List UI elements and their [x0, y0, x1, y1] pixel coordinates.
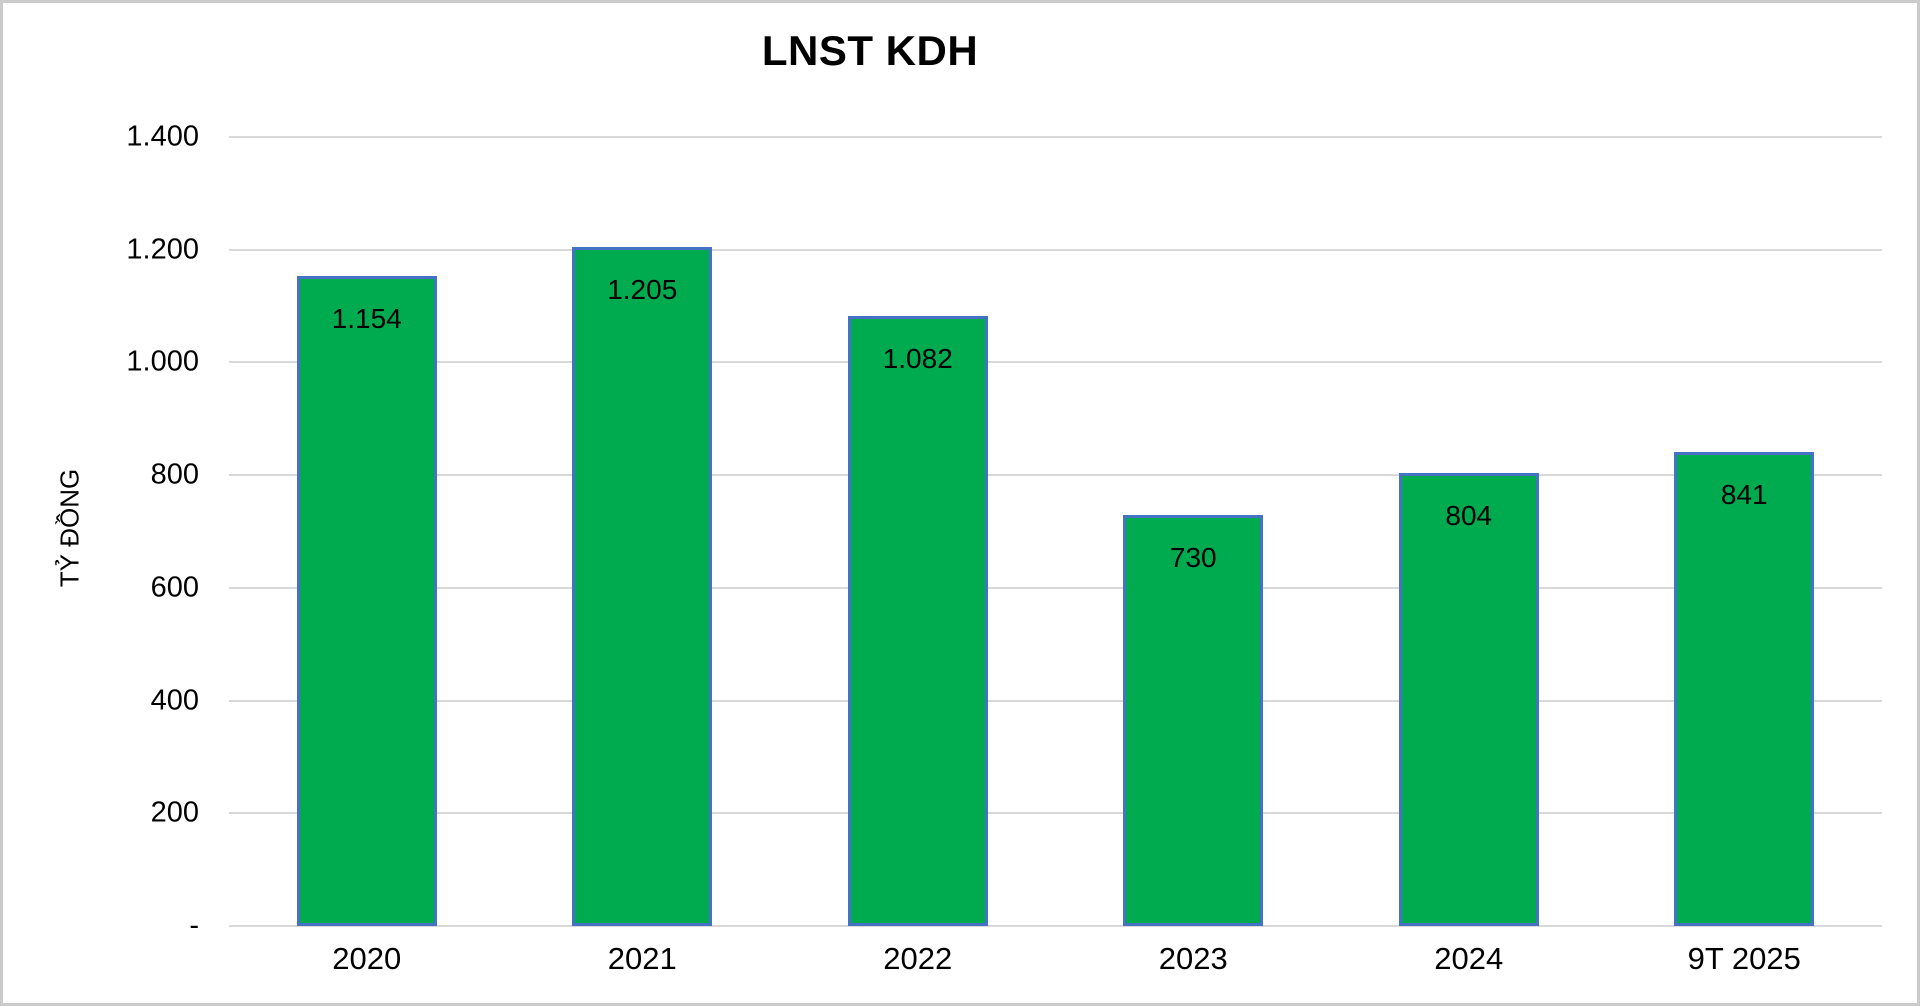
bar-value-label: 730 — [1169, 541, 1217, 573]
bar-value-label: 1.205 — [607, 273, 678, 305]
gridline-600 — [229, 586, 1882, 589]
gridline-400 — [229, 699, 1882, 702]
gridline-200 — [229, 812, 1882, 815]
bar-2024: 804 — [1398, 472, 1539, 926]
y-tick-label-1: 200 — [150, 796, 199, 829]
y-tick-label-4: 800 — [150, 458, 199, 491]
bar-9t-2025: 841 — [1674, 452, 1815, 926]
y-tick-label-7: 1.400 — [126, 120, 199, 153]
bar-2020: 1.154 — [296, 275, 437, 926]
bar-value-label: 1.082 — [882, 343, 953, 375]
chart-title: LNST KDH — [761, 27, 979, 74]
x-tick-label-0: 2020 — [332, 941, 402, 976]
x-tick-label-5: 9T 2025 — [1687, 941, 1801, 976]
chart-container: LNST KDH TỶ ĐỒNG 1.154 1.205 1.082 730 804 84… — [3, 3, 1917, 1003]
bar-value-label: 804 — [1445, 499, 1493, 531]
x-tick-label-2: 2022 — [883, 941, 953, 976]
bar-value-label: 1.154 — [331, 302, 402, 334]
plot-area: 1.154 1.205 1.082 730 804 841 — [229, 136, 1882, 927]
bar-2023: 730 — [1123, 514, 1264, 926]
gridline-1400 — [229, 136, 1882, 138]
x-tick-label-3: 2023 — [1158, 941, 1228, 976]
gridline-1000 — [229, 361, 1882, 364]
bar-2021: 1.205 — [572, 246, 713, 926]
x-tick-label-4: 2024 — [1434, 941, 1504, 976]
gridline-800 — [229, 474, 1882, 477]
y-tick-label-6: 1.200 — [126, 233, 199, 266]
y-tick-label-5: 1.000 — [126, 345, 199, 378]
y-tick-label-2: 400 — [150, 684, 199, 717]
gridline-0 — [229, 925, 1882, 927]
gridline-1200 — [229, 248, 1882, 251]
bar-2022: 1.082 — [847, 316, 988, 926]
bar-value-label: 841 — [1720, 479, 1768, 511]
x-tick-label-1: 2021 — [607, 941, 677, 976]
y-tick-label-3: 600 — [150, 571, 199, 604]
y-tick-label-0: - — [189, 909, 199, 942]
